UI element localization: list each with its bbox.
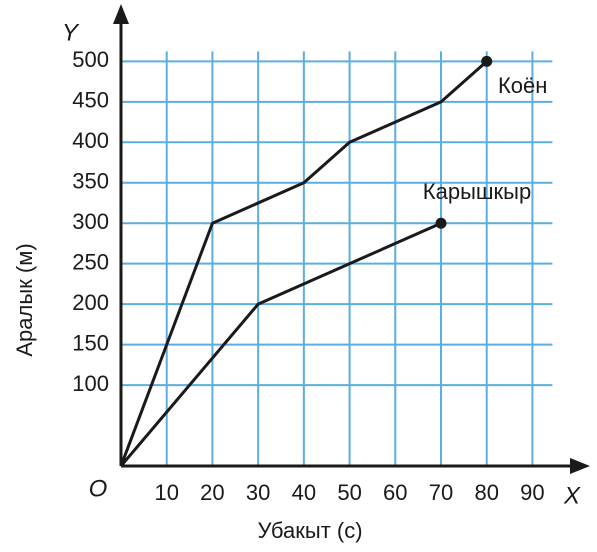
y-tick-label: 350 (72, 169, 109, 194)
y-arrow (113, 4, 129, 24)
y-tick-label: 500 (72, 47, 109, 72)
x-axis-label: Убакыт (с) (257, 518, 362, 543)
y-symbol: Y (62, 19, 80, 46)
series-line (119, 221, 442, 467)
y-tick-label: 400 (72, 128, 109, 153)
origin-label: O (89, 475, 108, 502)
x-symbol: X (563, 482, 581, 509)
series-line (119, 60, 488, 467)
x-tick-label: 90 (520, 480, 544, 505)
x-tick-label: 60 (383, 480, 407, 505)
y-tick-label: 150 (72, 330, 109, 355)
y-tick-label: 200 (72, 290, 109, 315)
y-tick-label: 300 (72, 209, 109, 234)
x-arrow (570, 458, 590, 474)
series-label: Карышкыр (423, 179, 531, 204)
x-tick-label: 30 (246, 480, 270, 505)
end-point (435, 217, 447, 229)
y-tick-label: 450 (72, 88, 109, 113)
series-label: Коён (498, 73, 547, 98)
x-tick-label: 70 (429, 480, 453, 505)
x-tick-label: 40 (292, 480, 316, 505)
y-tick-label: 100 (72, 371, 109, 396)
y-axis-label: Аралык (м) (12, 243, 37, 356)
x-tick-label: 20 (200, 480, 224, 505)
end-point (481, 55, 493, 67)
y-tick-label: 250 (72, 249, 109, 274)
x-tick-label: 50 (337, 480, 361, 505)
grid (121, 51, 553, 466)
x-tick-label: 10 (154, 480, 178, 505)
x-tick-label: 80 (474, 480, 498, 505)
